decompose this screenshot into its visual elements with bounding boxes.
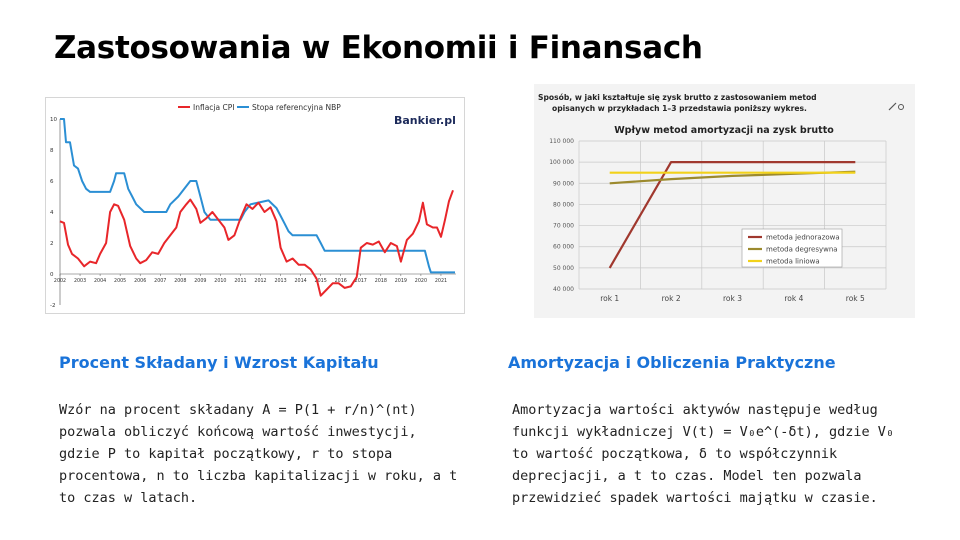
right-legend-label: metoda degresywna: [766, 246, 838, 254]
left-y-tick-label: 10: [50, 117, 57, 123]
right-legend-label: metoda jednorazowa: [766, 234, 840, 242]
left-x-tick-label: 2005: [114, 278, 126, 284]
left-x-tick-label: 2019: [395, 278, 407, 284]
legend-label-cpi: Inflacja CPI: [193, 103, 234, 112]
left-x-tick-label: 2002: [54, 278, 66, 284]
inflation-chart: Inflacja CPI Stopa referencyjna NBP Bank…: [45, 97, 465, 314]
left-x-tick-label: 2020: [415, 278, 427, 284]
left-x-tick-label: 2010: [214, 278, 226, 284]
left-x-tick-label: 2017: [355, 278, 367, 284]
slide-title: Zastosowania w Ekonomii i Finansach: [54, 30, 703, 66]
left-x-tick-label: 2006: [134, 278, 146, 284]
depreciation-heading: Amortyzacja i Obliczenia Praktyczne: [508, 353, 836, 372]
cpi-inflation-line: [59, 189, 454, 297]
left-y-tick-label: 4: [50, 210, 54, 216]
right-y-tick-label: 70 000: [553, 223, 574, 230]
left-legend: Inflacja CPI Stopa referencyjna NBP: [178, 103, 341, 112]
right-x-tick-label: rok 1: [600, 294, 619, 303]
left-y-tick-label: 2: [50, 241, 54, 247]
left-x-tick-label: 2008: [174, 278, 186, 284]
caption-line-1: Sposób, w jaki kształtuje się zysk brutt…: [538, 93, 817, 102]
left-y-tick-label: 8: [50, 148, 54, 154]
left-y-tick-label: 0: [50, 272, 54, 278]
left-x-tick-label: 2018: [375, 278, 387, 284]
right-y-tick-label: 40 000: [553, 286, 574, 293]
right-y-tick-label: 100 000: [549, 159, 574, 166]
right-x-tick-label: rok 5: [846, 294, 865, 303]
left-x-tick-label: 2015: [315, 278, 327, 284]
compound-interest-text: Wzór na procent składany A = P(1 + r/n)^…: [59, 402, 458, 506]
right-axes: 110 000 100 000 90 000 80 000 70 000 60 000 50…: [549, 138, 887, 303]
right-y-tick-label: 90 000: [553, 180, 574, 187]
bankier-logo: Bankier.pl: [394, 114, 456, 127]
left-x-tick-label: 2021: [435, 278, 447, 284]
left-x-tick-label: 2011: [234, 278, 246, 284]
left-y-tick-label: 6: [50, 179, 54, 185]
right-x-tick-label: rok 2: [662, 294, 681, 303]
left-x-tick-label: 2016: [335, 278, 347, 284]
right-y-tick-label: 60 000: [553, 244, 574, 251]
depreciation-chart-title: Wpływ metod amortyzacji na zysk brutto: [614, 125, 834, 136]
depreciation-chart-panel: Sposób, w jaki kształtuje się zysk brutt…: [534, 84, 915, 318]
left-series: [59, 118, 455, 297]
left-x-tick-label: 2003: [74, 278, 86, 284]
right-y-tick-label: 110 000: [549, 138, 574, 145]
inflation-chart-svg: Inflacja CPI Stopa referencyjna NBP Bank…: [50, 103, 456, 309]
legend-label-nbp: Stopa referencyjna NBP: [252, 103, 341, 112]
right-legend-label: metoda liniowa: [766, 258, 820, 266]
left-y-tick-label: -2: [50, 303, 55, 309]
left-x-tick-label: 2013: [274, 278, 286, 284]
right-series: [608, 161, 856, 269]
compound-interest-heading: Procent Składany i Wzrost Kapitału: [59, 353, 379, 372]
left-x-tick-label: 2009: [194, 278, 206, 284]
left-x-tick-label: 2014: [294, 278, 306, 284]
left-x-tick-label: 2007: [154, 278, 166, 284]
nbp-rate-line: [60, 118, 455, 274]
depreciation-text: Amortyzacja wartości aktywów następuje w…: [512, 402, 895, 506]
right-x-tick-label: rok 4: [784, 294, 803, 303]
right-y-tick-label: 80 000: [553, 201, 574, 208]
right-legend: metoda jednorazowa metoda degresywna metod…: [741, 228, 843, 268]
right-x-tick-label: rok 3: [723, 294, 742, 303]
left-axes: 10 8 6 4 2 0 -2 2002 2003 2004 2005 2006 2007 2008 200…: [50, 117, 456, 309]
depreciation-chart-svg: Sposób, w jaki kształtuje się zysk brutt…: [538, 93, 904, 303]
left-x-tick-label: 2012: [254, 278, 266, 284]
left-x-tick-label: 2004: [94, 278, 106, 284]
right-y-tick-label: 50 000: [553, 265, 574, 272]
caption-line-2: opisanych w przykładach 1–3 przedstawia …: [552, 104, 807, 113]
edit-icon[interactable]: [888, 102, 904, 111]
series-line-1: [608, 161, 856, 269]
